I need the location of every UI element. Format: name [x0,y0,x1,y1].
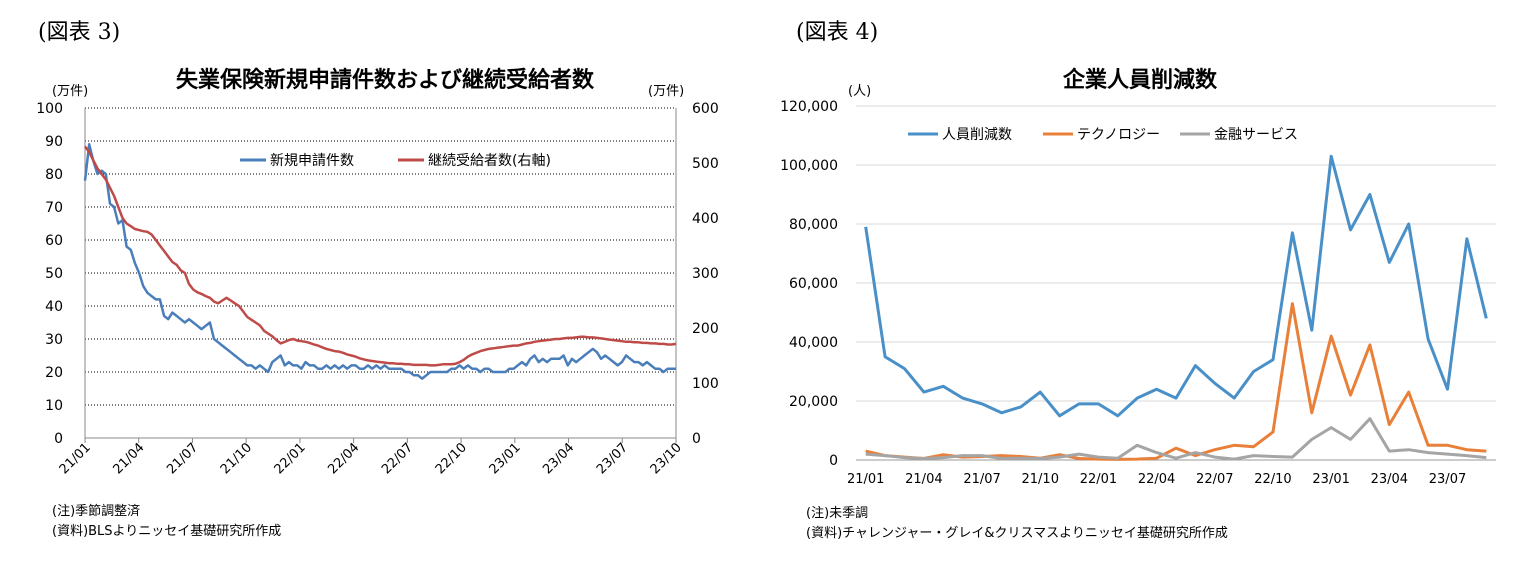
y-tick-label: 0 [829,453,838,469]
claims-chart: 0 10 20 30 40 50 60 70 80 90 100 0 100 200 300 400 500 60… [36,101,719,477]
left-tick-label: 70 [45,200,63,216]
left-tick-label: 30 [45,332,63,348]
y-tick-label: 60,000 [789,276,838,292]
right-tick-label: 400 [692,211,719,227]
left-tick-label: 100 [36,101,63,117]
left-tick-label: 40 [45,299,63,315]
left-tick-label: 80 [45,167,63,183]
x-tick-label: 23/01 [1312,472,1349,487]
left-tick-label: 20 [45,365,63,381]
y-tick-label: 100,000 [780,158,838,174]
x-tick-label: 23/07 [1429,472,1466,487]
x-tick-label: 23/04 [1371,472,1408,487]
series-line-3 [865,417,1487,461]
chart-title-claims: 失業保険新規申請件数および継続受給者数 [175,68,595,93]
y-tick-label: 80,000 [789,217,838,233]
left-tick-label: 50 [45,266,63,282]
note-right: (注)未季調 [806,506,869,521]
legend-label-2: テクノロジー [1077,127,1160,143]
x-tick-label: 21/01 [847,472,884,487]
legend-label-2: 継続受給者数(右軸) [428,152,551,169]
x-tick-label: 22/10 [1254,472,1291,487]
x-tick-label: 21/07 [963,472,1000,487]
series-line-2 [865,302,1487,461]
right-tick-label: 200 [692,321,719,337]
legend-label-1: 人員削減数 [942,126,1012,143]
source-right: (資料)チャレンジャー・グレイ&クリスマスよりニッセイ基礎研究所作成 [806,526,1228,541]
legend-label-3: 金融サービス [1214,127,1298,143]
right-tick-label: 300 [692,266,719,282]
chart-title-layoffs: 企業人員削減数 [1062,68,1218,93]
layoffs-axis-unit: (人) [848,84,872,99]
x-tick-label: 22/01 [1080,472,1117,487]
figure-label-4: (図表 4) [796,20,879,45]
left-tick-label: 10 [45,398,63,414]
right-tick-label: 100 [692,376,719,392]
right-axis-unit: (万件) [648,84,685,99]
series-line-1 [83,143,676,380]
series-line-2 [84,145,677,367]
note-left: (注)季節調整済 [52,504,141,519]
x-tick-label: 22/07 [1196,472,1233,487]
left-tick-label: 60 [45,233,63,249]
left-tick-label: 0 [54,431,63,447]
y-tick-label: 120,000 [780,99,838,115]
x-tick-label: 21/04 [905,472,942,487]
series-line-1 [864,154,1488,418]
right-tick-label: 600 [692,101,719,117]
right-tick-label: 0 [692,431,701,447]
left-tick-label: 90 [45,134,63,150]
x-tick-label: 22/04 [1138,472,1175,487]
y-tick-label: 20,000 [789,394,838,410]
right-tick-label: 500 [692,156,719,172]
source-left: (資料)BLSよりニッセイ基礎研究所作成 [52,524,282,539]
figure-label-3: (図表 3) [38,20,121,45]
left-axis-unit: (万件) [52,84,89,99]
x-tick-label: 21/10 [1022,472,1059,487]
legend-label-1: 新規申請件数 [270,153,354,169]
y-tick-label: 40,000 [789,335,838,351]
